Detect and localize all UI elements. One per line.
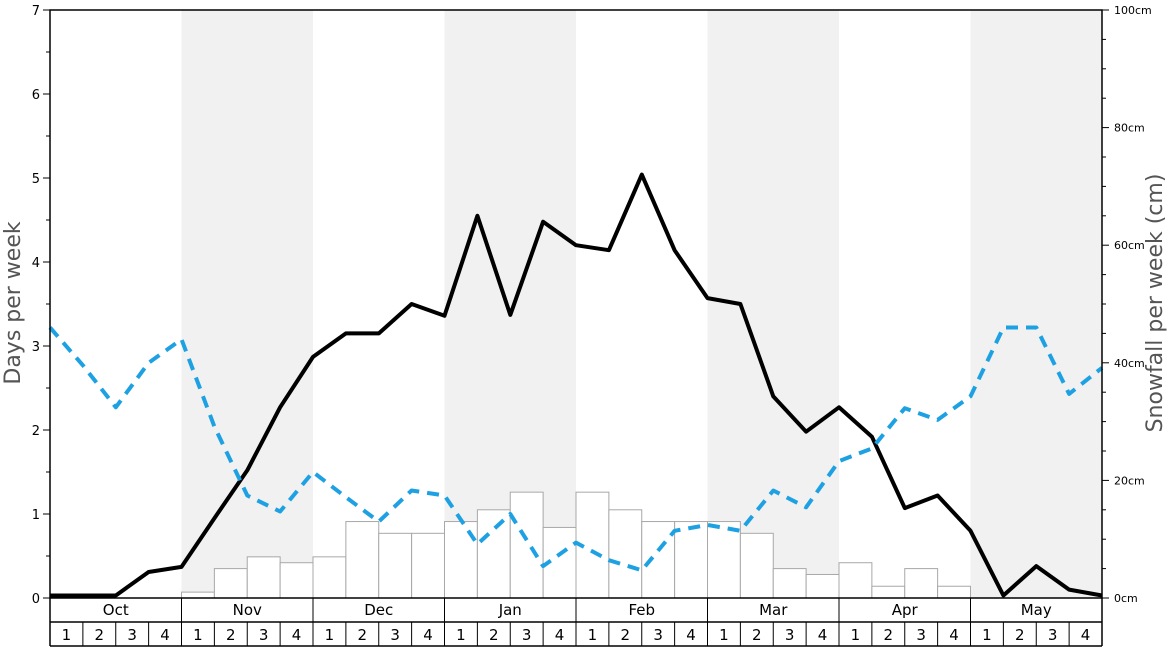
week-label: 3	[259, 626, 269, 644]
snowfall-bar	[739, 532, 774, 599]
month-label-jan: Jan	[498, 601, 522, 619]
snowfall-bars	[181, 491, 971, 599]
week-label: 1	[982, 626, 992, 644]
right-axis: 0cm 20cm 40cm 60cm 80cm 100cm	[1102, 4, 1152, 605]
week-label: 2	[95, 626, 105, 644]
left-tick-label: 3	[32, 340, 40, 355]
left-tick-label: 0	[32, 592, 40, 607]
snowfall-bar	[641, 521, 676, 599]
right-tick-label: 20cm	[1114, 474, 1145, 487]
dashed-series-line	[48, 325, 1104, 573]
left-tick-label: 4	[32, 256, 40, 271]
week-label: 1	[62, 626, 72, 644]
snowfall-bar	[279, 562, 314, 599]
snowfall-bar	[444, 521, 478, 599]
week-label: 1	[588, 626, 598, 644]
snowfall-bar	[509, 491, 544, 599]
left-tick-label: 7	[32, 4, 40, 19]
week-label: 1	[456, 626, 466, 644]
month-week-axis: Oct 1 2 3 4 Nov 1 2 3 4 Dec 1 2 3 4 Jan 1 2 3 4 Feb 1 2 3 4 Mar 1 2…	[49, 598, 1103, 647]
left-tick-label: 5	[32, 172, 40, 187]
month-shade-mar	[707, 10, 839, 598]
week-label: 2	[884, 626, 894, 644]
snowfall-bar	[838, 562, 873, 599]
month-label-dec: Dec	[364, 601, 393, 619]
right-tick-label: 100cm	[1114, 4, 1152, 17]
snowfall-bar	[345, 521, 380, 599]
snowfall-bar	[312, 556, 347, 599]
snowfall-bar	[378, 532, 413, 599]
right-tick-label: 60cm	[1114, 239, 1145, 252]
left-axis: 0 1 2 3 4 5 6 7	[32, 4, 50, 607]
week-label: 2	[358, 626, 368, 644]
week-label: 4	[686, 626, 696, 644]
snowfall-bar	[937, 585, 971, 599]
snowfall-bar	[772, 568, 807, 599]
week-label: 3	[653, 626, 663, 644]
snowfall-bar	[805, 573, 840, 599]
week-label: 2	[752, 626, 762, 644]
snowfall-bar	[674, 521, 708, 599]
month-shade-nov	[181, 10, 313, 598]
week-label: 1	[193, 626, 203, 644]
snowfall-bar	[411, 532, 445, 599]
week-label: 3	[1048, 626, 1058, 644]
snowfall-bar	[181, 591, 215, 599]
month-label-may: May	[1021, 601, 1052, 619]
snowfall-bar	[871, 585, 906, 599]
left-tick-label: 2	[32, 424, 40, 439]
month-shade-may	[970, 10, 1102, 598]
month-label-apr: Apr	[892, 601, 919, 619]
week-label: 4	[160, 626, 170, 644]
month-label-mar: Mar	[759, 601, 788, 619]
week-label: 2	[226, 626, 236, 644]
week-label: 2	[489, 626, 499, 644]
left-tick-label: 6	[32, 88, 40, 103]
snowfall-bar	[608, 509, 643, 599]
snowfall-bar	[213, 568, 248, 599]
month-label-feb: Feb	[628, 601, 655, 619]
month-shading	[181, 10, 1102, 598]
right-axis-title: Snowfall per week (cm)	[1143, 174, 1168, 433]
week-label: 4	[423, 626, 433, 644]
week-label: 4	[1081, 626, 1091, 644]
right-tick-label: 0cm	[1114, 592, 1138, 605]
week-label: 1	[325, 626, 335, 644]
right-tick-label: 40cm	[1114, 357, 1145, 370]
week-label: 4	[949, 626, 959, 644]
week-label: 1	[851, 626, 861, 644]
week-label: 2	[621, 626, 631, 644]
week-label: 4	[555, 626, 565, 644]
left-tick-label: 1	[32, 508, 40, 523]
days-lines	[48, 172, 1104, 598]
week-label: 3	[785, 626, 795, 644]
week-label: 3	[127, 626, 137, 644]
snowfall-bar	[904, 568, 939, 599]
month-label-nov: Nov	[233, 601, 262, 619]
snowfall-bar	[707, 521, 741, 599]
week-label: 2	[1015, 626, 1025, 644]
snowfall-bar	[476, 509, 511, 599]
solid-series-line	[50, 172, 1103, 598]
right-tick-label: 80cm	[1114, 122, 1145, 135]
week-label: 4	[818, 626, 828, 644]
week-label: 3	[390, 626, 400, 644]
week-label: 1	[719, 626, 729, 644]
left-axis-title: Days per week	[1, 221, 26, 384]
month-label-oct: Oct	[103, 601, 129, 619]
week-label: 3	[522, 626, 532, 644]
snowfall-bar	[246, 556, 281, 599]
week-label: 3	[916, 626, 926, 644]
week-label: 4	[292, 626, 302, 644]
